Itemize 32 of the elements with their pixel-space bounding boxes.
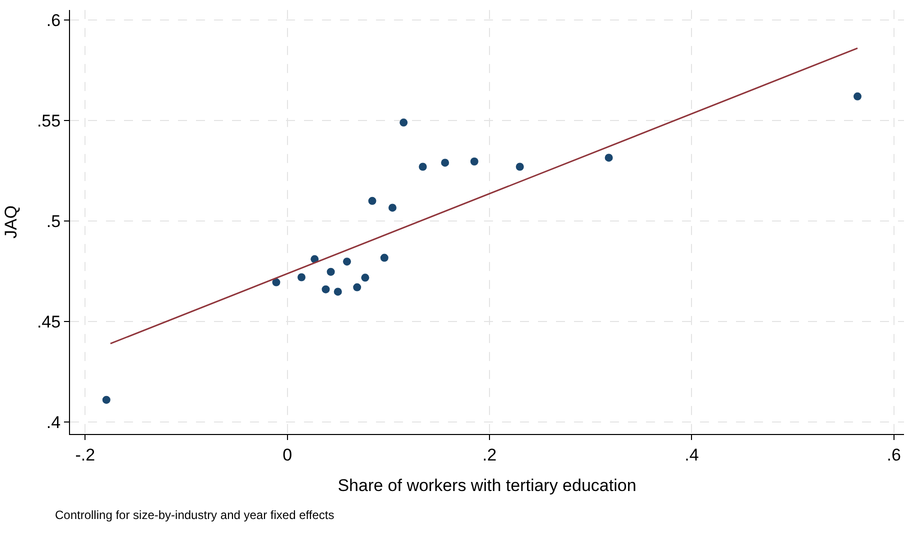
point (353, 283, 362, 292)
point (470, 158, 478, 166)
point (418, 162, 427, 171)
point (368, 196, 376, 205)
y-tick-label: .55 (36, 111, 61, 130)
y-tick-label: .45 (36, 312, 61, 332)
point (102, 396, 110, 404)
point (322, 285, 330, 294)
point (361, 274, 370, 282)
point (298, 273, 306, 282)
point (400, 118, 408, 127)
point (342, 258, 351, 266)
point (388, 204, 396, 212)
point (326, 268, 335, 276)
y-tick-label: .5 (46, 212, 61, 231)
x-tick-label: .6 (886, 445, 901, 464)
point (516, 162, 524, 171)
x-tick-label: .2 (482, 445, 497, 464)
point (604, 154, 613, 162)
point (441, 158, 450, 167)
point (272, 278, 280, 286)
point (334, 288, 342, 296)
point (380, 254, 388, 262)
x-tick-label: .4 (684, 445, 699, 464)
point (854, 92, 862, 100)
y-tick-label: .4 (46, 412, 61, 432)
x-axis-title: Share of workers with tertiary education (338, 476, 636, 495)
x-tick-label: -.2 (75, 445, 96, 464)
text: Controlling for size-by-industry and year fixed effects (55, 508, 334, 522)
y-axis-title: JAQ (2, 205, 21, 239)
x-tick-label: 0 (282, 445, 292, 464)
y-tick-label: .6 (46, 11, 61, 30)
